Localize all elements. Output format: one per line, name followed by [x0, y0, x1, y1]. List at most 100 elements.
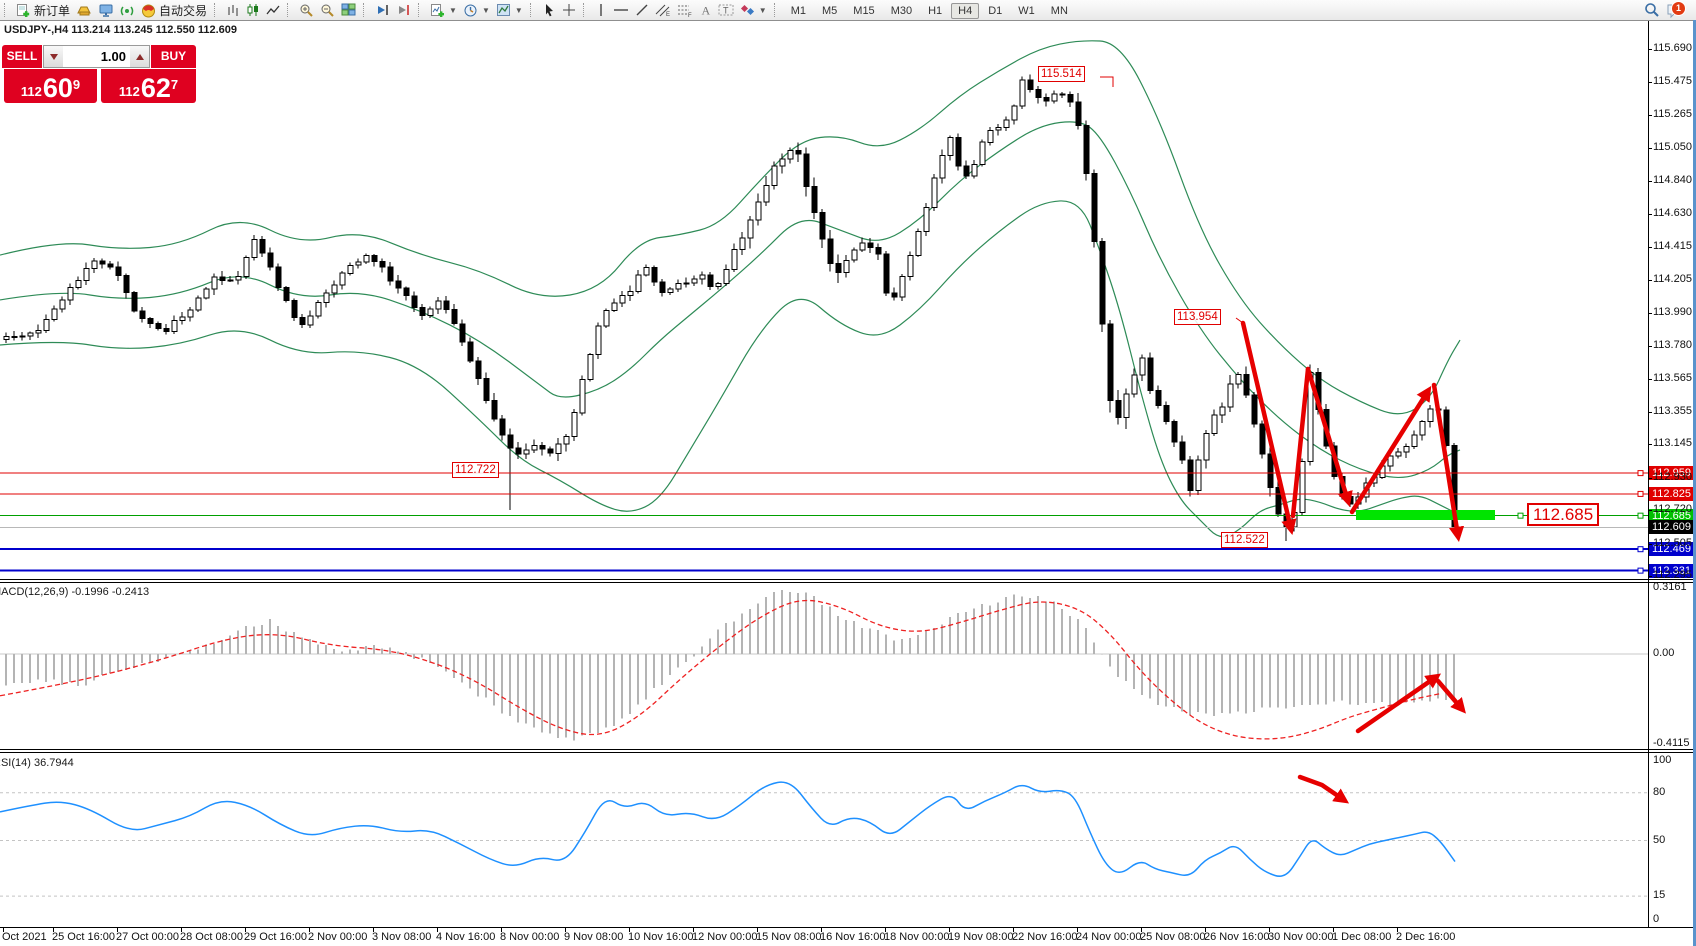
svg-text:F: F [688, 13, 692, 17]
support-zone-highlight[interactable] [1356, 510, 1495, 520]
rsi-label: RSI(14) 36.7944 [0, 757, 74, 769]
templates-button[interactable]: ▼ [493, 1, 526, 19]
timeframe-group: M1 M5 M15 M30 H1 H4 D1 W1 MN [783, 3, 1076, 19]
signal-icon [120, 6, 134, 15]
line-chart-icon [266, 5, 280, 15]
crosshair-tool-button[interactable] [559, 1, 579, 19]
timeframe-m15[interactable]: M15 [853, 5, 875, 17]
time-tick-label: 8 Nov 00:00 [500, 931, 560, 943]
line-handle[interactable] [1637, 470, 1644, 477]
cursor-tool-button[interactable] [539, 1, 559, 19]
bar-chart-mode-button[interactable] [223, 1, 243, 19]
price-annotation-112.522[interactable]: 112.522 [1221, 532, 1268, 548]
label-tool-button[interactable]: T [715, 1, 737, 19]
sell-price-button[interactable]: 112 60 9 [4, 69, 97, 103]
timeframe-m1[interactable]: M1 [790, 5, 806, 17]
fibonacci-tool-button[interactable]: F [674, 1, 696, 19]
notifications-button[interactable]: 1 [1666, 1, 1688, 19]
line-handle[interactable] [1637, 512, 1644, 519]
sell-price-pip: 9 [72, 77, 81, 92]
time-tick-mark [245, 928, 246, 932]
time-tick-mark [885, 928, 886, 932]
price-annotation-113.954[interactable]: 113.954 [1174, 309, 1221, 325]
timeframe-h1[interactable]: H1 [928, 5, 943, 17]
timeframe-m30[interactable]: M30 [890, 5, 913, 17]
timeframe-mn[interactable]: MN [1050, 5, 1068, 17]
timeframe-h4[interactable]: H4 [951, 3, 980, 19]
timeframe-m5[interactable]: M5 [822, 5, 838, 17]
line-handle[interactable] [1637, 490, 1644, 497]
horizontal-line-tool-button[interactable] [610, 1, 632, 19]
new-chart-button[interactable]: ▼ [427, 1, 460, 19]
candlestick-mode-button[interactable] [243, 1, 263, 19]
text-tool-button[interactable]: A [696, 1, 715, 19]
price-badge-112.469: 112.469 [1649, 542, 1696, 557]
panel-separator [0, 752, 1696, 753]
auto-scroll-button[interactable] [372, 1, 393, 19]
timeframe-w1[interactable]: W1 [1018, 5, 1035, 17]
rsi-scale-label: 100 [1653, 754, 1672, 766]
buy-button[interactable]: BUY [151, 45, 196, 68]
time-tick-mark [629, 928, 630, 932]
buy-price-button[interactable]: 112 62 7 [101, 69, 196, 103]
channel-tool-button[interactable]: E [652, 1, 674, 19]
search-icon[interactable] [1644, 2, 1660, 18]
toolbar-grip [4, 3, 10, 17]
sell-button[interactable]: SELL [2, 45, 42, 68]
trend-arrow[interactable] [1355, 673, 1442, 734]
time-tick-mark [1205, 928, 1206, 932]
market-watch-button[interactable] [73, 1, 95, 19]
timeframe-d1[interactable]: D1 [988, 5, 1003, 17]
trend-arrow[interactable] [1240, 320, 1297, 535]
volume-decrease-button[interactable] [44, 46, 63, 67]
price-annotation-115.514[interactable]: 115.514 [1038, 66, 1085, 82]
new-order-button[interactable]: 新订单 [13, 1, 73, 19]
line-handle[interactable] [1637, 567, 1644, 574]
trend-arrow[interactable] [1305, 366, 1353, 507]
auto-trading-button[interactable]: 自动交易 [138, 1, 210, 19]
arrows-tool-button[interactable]: ▼ [737, 1, 770, 19]
clock-icon [464, 4, 477, 16]
rsi-scale-label: 80 [1653, 785, 1666, 798]
panel-separator[interactable] [0, 749, 1696, 750]
time-tick-mark [3, 928, 4, 932]
price-annotation-112.685[interactable]: 112.685 [1527, 503, 1600, 526]
vertical-line-tool-button[interactable] [592, 1, 610, 19]
price-tick-mark [1648, 148, 1652, 150]
time-tick-label: 26 Nov 16:00 [1204, 931, 1270, 943]
trend-arrow[interactable] [1297, 774, 1350, 804]
signals-button[interactable] [117, 1, 138, 19]
chart-shift-button[interactable] [393, 1, 414, 19]
panel-separator[interactable] [0, 579, 1696, 580]
tile-windows-icon [341, 3, 356, 16]
price-annotation-112.722[interactable]: 112.722 [452, 462, 499, 478]
zoom-out-button[interactable] [317, 1, 338, 19]
time-tick-label: 25 Oct 16:00 [52, 931, 115, 943]
price-tick-mark [1648, 543, 1652, 545]
toolbar-grip [773, 3, 780, 17]
trend-arrow[interactable] [1435, 678, 1466, 714]
volume-increase-button[interactable] [130, 46, 149, 67]
price-badge-112.609: 112.609 [1649, 520, 1696, 535]
new-chart-icon [431, 3, 445, 17]
trendline-tool-button[interactable] [632, 1, 652, 19]
price-tick-mark [1648, 411, 1652, 413]
line-chart-mode-button[interactable] [263, 1, 283, 19]
horizontal-line-icon [613, 9, 628, 11]
trend-arrow[interactable] [1290, 366, 1311, 519]
zoom-in-button[interactable] [296, 1, 317, 19]
tile-windows-button[interactable] [338, 1, 359, 19]
bollinger-upper [0, 40, 1461, 415]
line-handle[interactable] [1637, 546, 1644, 553]
volume-field[interactable]: 1.00 [63, 46, 130, 67]
svg-text:T: T [723, 6, 729, 16]
auto-scroll-icon [378, 5, 388, 15]
price-tick-label: 114.630 [1653, 206, 1692, 219]
data-window-button[interactable] [95, 1, 117, 19]
trend-arrow[interactable] [1349, 385, 1432, 515]
trend-arrow[interactable] [1431, 382, 1465, 543]
gold-bars-icon [77, 6, 91, 16]
periods-button[interactable]: ▼ [460, 1, 493, 19]
line-handle[interactable] [1517, 512, 1524, 519]
